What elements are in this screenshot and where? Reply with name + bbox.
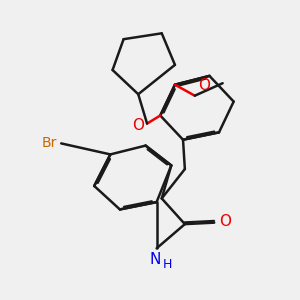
Text: O: O xyxy=(198,78,210,93)
Text: O: O xyxy=(219,214,231,230)
Text: N: N xyxy=(149,252,161,267)
Text: H: H xyxy=(163,258,172,271)
Text: O: O xyxy=(132,118,144,133)
Text: Br: Br xyxy=(41,136,57,150)
